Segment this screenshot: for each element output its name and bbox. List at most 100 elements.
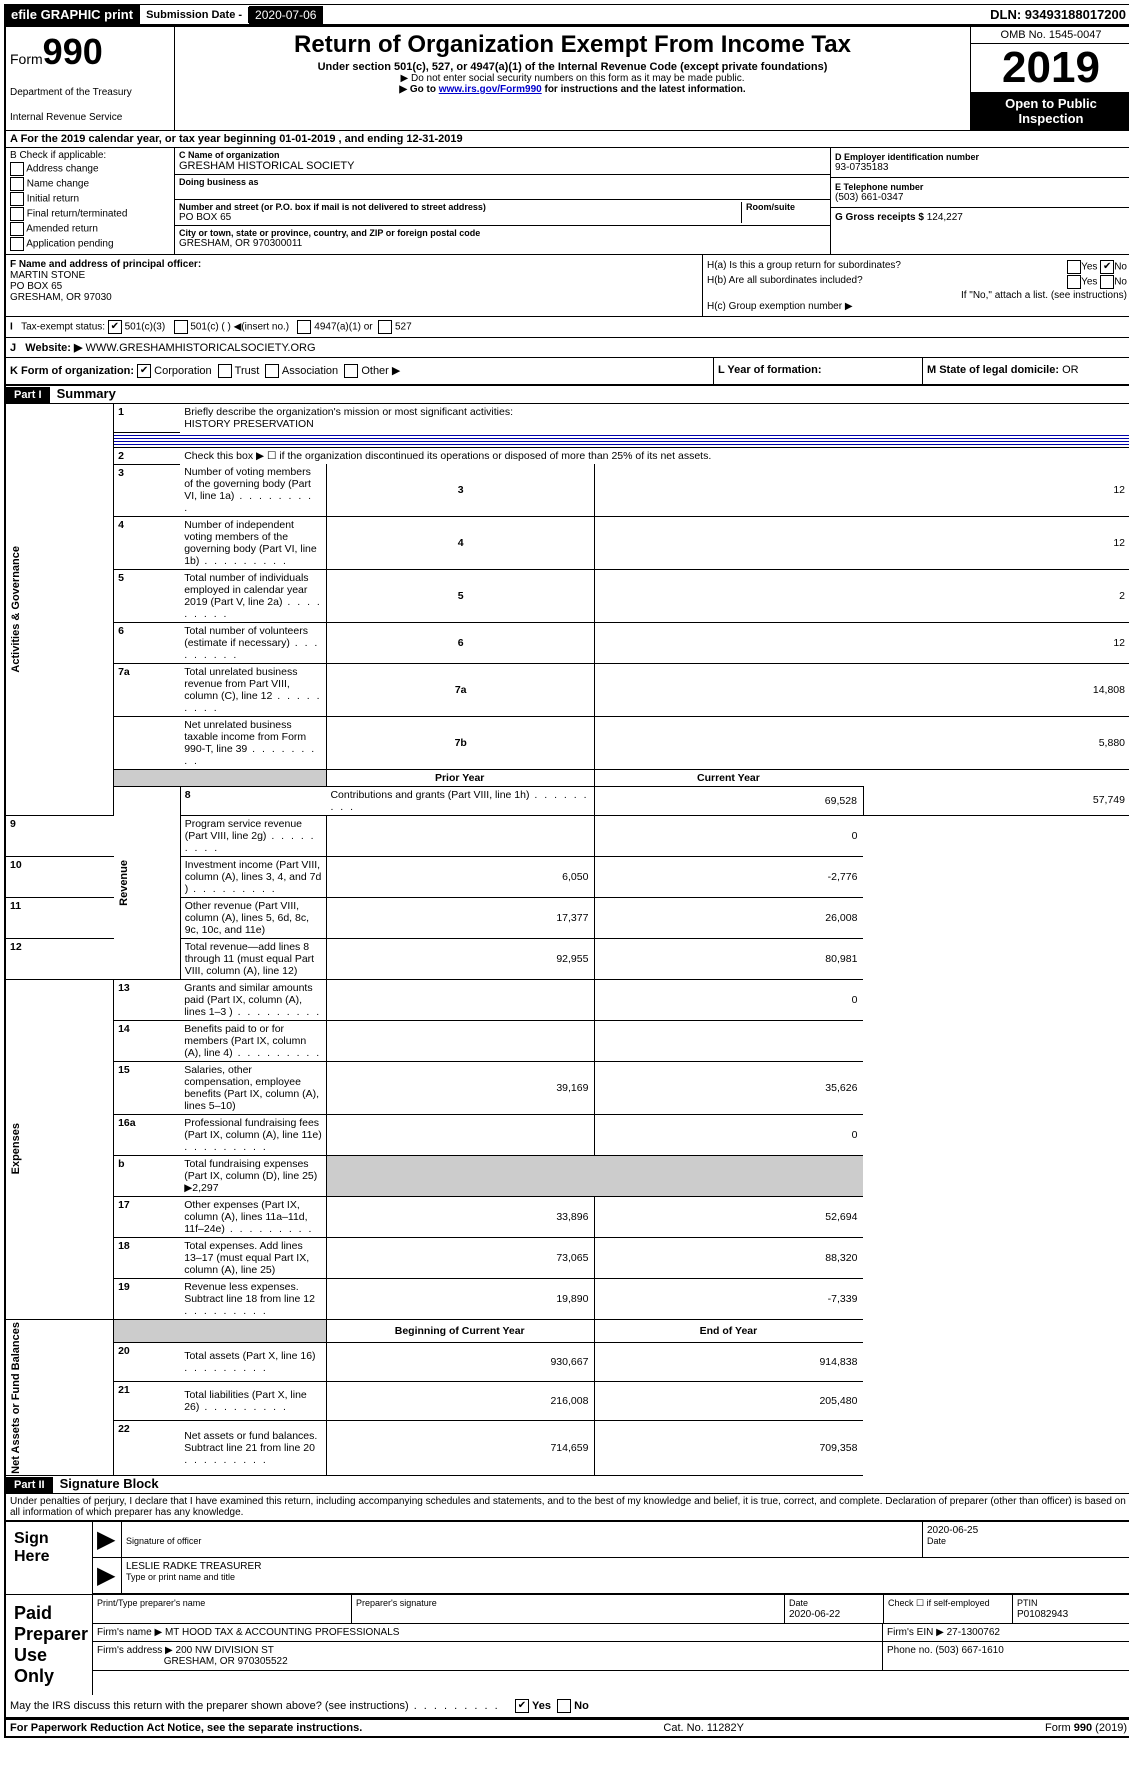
city-value: GRESHAM, OR 970300011 — [179, 238, 826, 249]
firm-ein: Firm's EIN ▶ 27-1300762 — [883, 1624, 1129, 1641]
opt-initial: Initial return — [27, 194, 79, 205]
sign-here-label: Sign Here — [6, 1522, 93, 1594]
p11: 17,377 — [326, 897, 594, 938]
type-name-label: Type or print name and title — [126, 1572, 235, 1582]
subtitle-1: Under section 501(c), 527, or 4947(a)(1)… — [179, 61, 966, 73]
box6: 6 — [326, 623, 594, 664]
ln8: 8 — [180, 786, 326, 815]
hb-yes[interactable] — [1067, 275, 1081, 289]
goto-suffix: for instructions and the latest informat… — [542, 84, 746, 95]
q1val: HISTORY PRESERVATION — [184, 418, 314, 430]
form-footer: Form 990 (2019) — [1045, 1722, 1127, 1734]
v7b: 5,880 — [595, 717, 1129, 770]
ha-yes[interactable] — [1067, 260, 1081, 274]
q3: Number of voting members of the governin… — [180, 464, 326, 517]
hc-label: H(c) Group exemption number ▶ — [707, 301, 1127, 312]
form-container: Form990 Department of the Treasury Inter… — [4, 25, 1129, 1738]
open-public: Open to PublicInspection — [971, 92, 1129, 130]
other: Other ▶ — [361, 365, 400, 377]
r20: Total assets (Part X, line 16) — [180, 1342, 326, 1381]
c10: -2,776 — [595, 856, 863, 897]
q1: Briefly describe the organization's miss… — [184, 406, 513, 418]
r18: Total expenses. Add lines 13–17 (must eq… — [180, 1237, 326, 1278]
c22: 709,358 — [595, 1420, 863, 1475]
box4: 4 — [326, 517, 594, 570]
paid-preparer-section: Paid Preparer Use Only Print/Type prepar… — [6, 1594, 1129, 1695]
cb-527[interactable] — [378, 320, 392, 334]
gross-receipts: 124,227 — [927, 212, 963, 223]
opt-address: Address change — [26, 164, 98, 175]
c14 — [595, 1020, 863, 1061]
form-number: 990 — [43, 31, 103, 72]
ln9: 9 — [6, 815, 114, 856]
p20: 930,667 — [326, 1342, 594, 1381]
e-label: E Telephone number — [835, 182, 1127, 192]
hb-no[interactable] — [1100, 275, 1114, 289]
pra-notice: For Paperwork Reduction Act Notice, see … — [10, 1722, 362, 1734]
cb-4947[interactable] — [297, 320, 311, 334]
cb-namechg[interactable] — [10, 177, 24, 191]
h-note: If "No," attach a list. (see instruction… — [707, 290, 1127, 301]
row-k: K Form of organization: Corporation Trus… — [6, 358, 1129, 386]
cb-address[interactable] — [10, 162, 24, 176]
dept-label: Department of the Treasury — [10, 87, 170, 98]
cb-initial[interactable] — [10, 192, 24, 206]
cb-other[interactable] — [344, 364, 358, 378]
hdr-prior: Prior Year — [326, 770, 594, 787]
d-label: D Employer identification number — [835, 152, 1127, 162]
part1-bar: Part I — [6, 387, 50, 403]
p9 — [326, 815, 594, 856]
sig-officer-label: Signature of officer — [126, 1536, 201, 1546]
ln10: 10 — [6, 856, 114, 897]
cb-501c[interactable] — [174, 320, 188, 334]
ln16a: 16a — [114, 1114, 181, 1155]
website-value: WWW.GRESHAMHISTORICALSOCIETY.ORG — [82, 342, 315, 354]
footer: For Paperwork Reduction Act Notice, see … — [6, 1719, 1129, 1736]
r13: Grants and similar amounts paid (Part IX… — [180, 979, 326, 1020]
officer-name: MARTIN STONE — [10, 270, 698, 281]
discuss-yes[interactable] — [515, 1699, 529, 1713]
phone-value: (503) 661-0347 — [835, 192, 1127, 203]
part2-bar: Part II — [6, 1477, 53, 1493]
room-label: Room/suite — [746, 202, 826, 212]
p15: 39,169 — [326, 1061, 594, 1114]
section-f: F Name and address of principal officer:… — [6, 255, 703, 316]
irs-link[interactable]: www.irs.gov/Form990 — [439, 84, 542, 95]
cb-assoc[interactable] — [265, 364, 279, 378]
side-gov: Activities & Governance — [10, 546, 22, 673]
ha-no[interactable] — [1100, 260, 1114, 274]
p17: 33,896 — [326, 1196, 594, 1237]
discuss-no[interactable] — [557, 1699, 571, 1713]
part2-header: Part II Signature Block — [6, 1476, 1129, 1494]
box3: 3 — [326, 464, 594, 517]
v3: 12 — [595, 464, 1129, 517]
omb-number: OMB No. 1545-0047 — [971, 27, 1129, 44]
cb-amended[interactable] — [10, 222, 24, 236]
section-defg: D Employer identification number 93-0735… — [830, 148, 1129, 254]
c18: 88,320 — [595, 1237, 863, 1278]
cb-pending[interactable] — [10, 237, 24, 251]
cb-501c3[interactable] — [108, 320, 122, 334]
c-name-label: C Name of organization — [179, 150, 826, 160]
pp-date: 2020-06-22 — [789, 1609, 840, 1620]
c8: 57,749 — [863, 786, 1129, 815]
501c: 501(c) ( ) ◀(insert no.) — [190, 322, 289, 333]
v5: 2 — [595, 570, 1129, 623]
opt-namechg: Name change — [27, 179, 89, 190]
i-label: Tax-exempt status: — [21, 322, 105, 333]
opt-final: Final return/terminated — [27, 209, 128, 220]
box5: 5 — [326, 570, 594, 623]
q5: Total number of individuals employed in … — [180, 570, 326, 623]
cb-trust[interactable] — [218, 364, 232, 378]
discuss-row: May the IRS discuss this return with the… — [6, 1695, 1129, 1719]
opt-pending: Application pending — [26, 239, 113, 250]
cb-final[interactable] — [10, 207, 24, 221]
cb-corp[interactable] — [137, 364, 151, 378]
firm-name: Firm's name ▶ MT HOOD TAX & ACCOUNTING P… — [93, 1624, 883, 1641]
dba-label: Doing business as — [179, 177, 826, 187]
officer-addr1: PO BOX 65 — [10, 281, 698, 292]
tax-year: 2019 — [971, 44, 1129, 92]
row-i: I Tax-exempt status: 501(c)(3) 501(c) ( … — [6, 317, 1129, 338]
goto-prefix: ▶ Go to — [399, 84, 438, 95]
firm-addr1: 200 NW DIVISION ST — [176, 1645, 274, 1656]
